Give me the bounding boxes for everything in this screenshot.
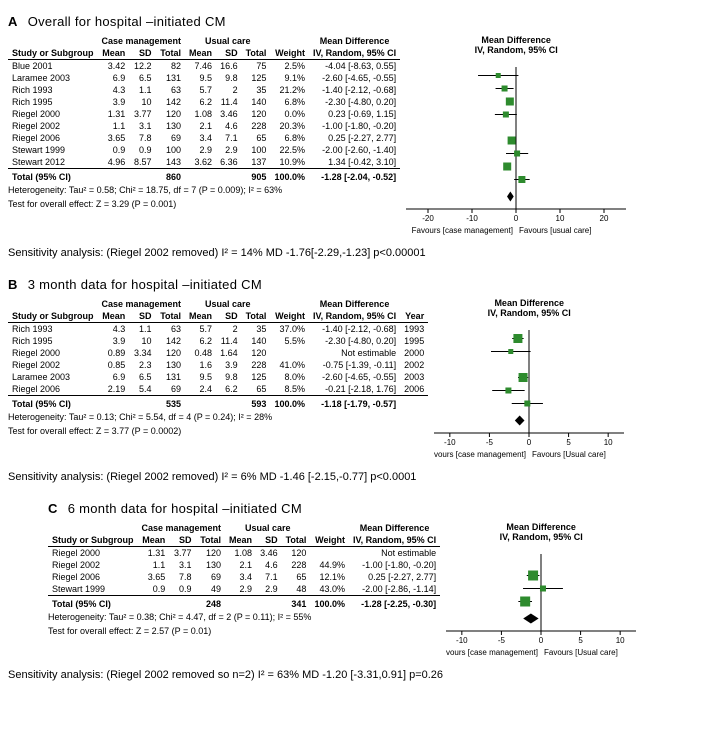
study-row: Stewart 20124.968.571433.626.3613710.9%1…	[8, 156, 400, 169]
forest-plot-C: -10 -5 0 5 10 Favours [case management] Favour…	[446, 543, 636, 659]
study-row: Rich 19953.9101426.211.41405.5%-2.30 [-4…	[8, 335, 428, 347]
svg-text:-20: -20	[422, 214, 434, 223]
svg-text:-10: -10	[466, 214, 478, 223]
study-row: Riegel 20063.657.8693.47.1656.8%0.25 [-2…	[8, 132, 400, 144]
study-row: Riegel 20021.13.11302.14.622844.9%-1.00 …	[48, 559, 440, 571]
study-row: Riegel 20020.852.31301.63.922841.0%-0.75…	[8, 359, 428, 371]
study-row: Blue 20013.4212.2827.4616.6752.5%-4.04 […	[8, 60, 400, 73]
svg-text:10: 10	[616, 636, 625, 645]
total-row: Total (95% CI)248341100.0%-1.28 [-2.25, …	[48, 596, 440, 611]
overall-effect-text: Test for overall effect: Z = 3.29 (P = 0…	[8, 199, 400, 211]
study-row: Laramee 20036.96.51319.59.81258.0%-2.60 …	[8, 371, 428, 383]
overall-effect-text: Test for overall effect: Z = 3.77 (P = 0…	[8, 426, 428, 438]
sensitivity-text-A: Sensitivity analysis: (Riegel 2002 remov…	[8, 247, 714, 259]
forest-table-A: Case managementUsual careMean Difference…	[8, 35, 400, 183]
svg-text:10: 10	[604, 438, 613, 447]
svg-text:Favours [Usual care]: Favours [Usual care]	[532, 450, 606, 459]
study-row: Rich 19953.9101426.211.41406.8%-2.30 [-4…	[8, 96, 400, 108]
panel-title-C: C6 month data for hospital –initiated CM	[48, 501, 714, 516]
svg-text:0: 0	[527, 438, 532, 447]
sensitivity-text-C: Sensitivity analysis: (Riegel 2002 remov…	[8, 669, 714, 681]
svg-text:Favours [case management]: Favours [case management]	[412, 226, 513, 235]
svg-text:0: 0	[539, 636, 544, 645]
svg-text:Favours [case management]: Favours [case management]	[434, 450, 526, 459]
svg-text:-10: -10	[444, 438, 456, 447]
study-row: Rich 19934.31.1635.723521.2%-1.40 [-2.12…	[8, 84, 400, 96]
study-row: Riegel 20001.313.771201.083.461200.0%0.2…	[8, 108, 400, 120]
plot-header: Mean DifferenceIV, Random, 95% CI	[406, 35, 626, 55]
svg-text:20: 20	[600, 214, 609, 223]
study-row: Riegel 20062.195.4692.46.2658.5%-0.21 [-…	[8, 383, 428, 396]
heterogeneity-text: Heterogeneity: Tau² = 0.38; Chi² = 4.47,…	[48, 612, 440, 624]
panel-title-A: AOverall for hospital –initiated CM	[8, 14, 714, 29]
study-row: Riegel 20063.657.8693.47.16512.1%0.25 [-…	[48, 571, 440, 583]
forest-plot-A: -20 -10 0 10 20 Favours [case management] Favo…	[406, 56, 626, 237]
total-row: Total (95% CI)860905100.0%-1.28 [-2.04, …	[8, 169, 400, 184]
svg-text:5: 5	[579, 636, 584, 645]
svg-text:-5: -5	[486, 438, 494, 447]
study-row: Laramee 20036.96.51319.59.81259.1%-2.60 …	[8, 72, 400, 84]
panel-A: AOverall for hospital –initiated CM Case…	[8, 14, 714, 237]
forest-table-B: Case managementUsual careMean Difference…	[8, 298, 428, 410]
total-row: Total (95% CI)535593100.0%-1.18 [-1.79, …	[8, 396, 428, 411]
plot-header: Mean DifferenceIV, Random, 95% CI	[434, 298, 624, 318]
svg-text:10: 10	[556, 214, 565, 223]
study-row: Rich 19934.31.1635.723537.0%-1.40 [-2.12…	[8, 323, 428, 336]
forest-figure: AOverall for hospital –initiated CM Case…	[8, 14, 714, 681]
panel-title-B: B3 month data for hospital –initiated CM	[8, 277, 714, 292]
svg-text:Favours [usual care]: Favours [usual care]	[519, 226, 591, 235]
panel-C: C6 month data for hospital –initiated CM…	[48, 501, 714, 659]
heterogeneity-text: Heterogeneity: Tau² = 0.58; Chi² = 18.75…	[8, 185, 400, 197]
study-row: Riegel 20000.893.341200.481.64120Not est…	[8, 347, 428, 359]
svg-text:Favours [Usual care]: Favours [Usual care]	[544, 648, 618, 657]
svg-text:-10: -10	[456, 636, 468, 645]
svg-text:5: 5	[567, 438, 572, 447]
panel-B: B3 month data for hospital –initiated CM…	[8, 277, 714, 461]
forest-plot-B: -10 -5 0 5 10 Favours [case management] Favour…	[434, 319, 624, 461]
study-row: Stewart 19990.90.91002.92.910022.5%-2.00…	[8, 144, 400, 156]
study-row: Riegel 20001.313.771201.083.46120Not est…	[48, 547, 440, 560]
svg-text:Favours [case management]: Favours [case management]	[446, 648, 538, 657]
plot-header: Mean DifferenceIV, Random, 95% CI	[446, 522, 636, 542]
svg-text:0: 0	[514, 214, 519, 223]
study-row: Riegel 20021.13.11302.14.622820.3%-1.00 …	[8, 120, 400, 132]
overall-effect-text: Test for overall effect: Z = 2.57 (P = 0…	[48, 626, 440, 638]
forest-table-C: Case managementUsual careMean Difference…	[48, 522, 440, 610]
svg-text:-5: -5	[498, 636, 506, 645]
sensitivity-text-B: Sensitivity analysis: (Riegel 2002 remov…	[8, 471, 714, 483]
heterogeneity-text: Heterogeneity: Tau² = 0.13; Chi² = 5.54,…	[8, 412, 428, 424]
study-row: Stewart 19990.90.9492.92.94843.0%-2.00 […	[48, 583, 440, 596]
